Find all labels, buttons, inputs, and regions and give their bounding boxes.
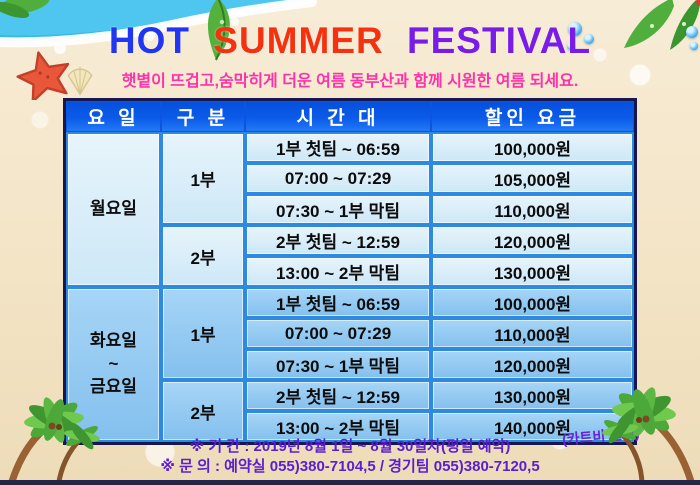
part-cell: 2부 xyxy=(161,380,245,442)
table-row: 2부 2부 첫팀 ~ 12:59 130,000원 xyxy=(66,380,634,442)
part-cell: 1부 xyxy=(161,287,245,380)
price-cell: 100,000원 xyxy=(431,287,634,318)
day-cell-tue-fri: 화요일 ~ 금요일 xyxy=(66,287,161,442)
time-cell: 1부 첫팀 ~ 06:59 xyxy=(245,132,431,163)
time-cell: 1부 첫팀 ~ 06:59 xyxy=(245,287,431,318)
footer-period-line: ※ 기 간 : 2019년 8월 1일 ~ 8월 30일자(평일 예약) xyxy=(189,438,511,455)
time-cell: 07:30 ~ 1부 막팀 xyxy=(245,194,431,225)
price-cell: 110,000원 xyxy=(431,194,634,225)
part-cell: 1부 xyxy=(161,132,245,225)
header-price: 할인 요금 xyxy=(431,101,634,132)
price-cell: 120,000원 xyxy=(431,349,634,380)
table-row: 월요일 1부 1부 첫팀 ~ 06:59 100,000원 xyxy=(66,132,634,287)
table-header-row: 요 일 구 분 시 간 대 할인 요금 xyxy=(66,101,634,132)
table-row: 화요일 ~ 금요일 1부 1부 첫팀 ~ 06:59 100,000원 xyxy=(66,287,634,442)
table-row: 07:00 ~ 07:29 105,000원 xyxy=(66,163,634,194)
header-day: 요 일 xyxy=(66,101,161,132)
price-cell: 110,000원 xyxy=(431,318,634,349)
price-cell: 130,000원 xyxy=(431,256,634,287)
header-part: 구 분 xyxy=(161,101,245,132)
table-row: 07:00 ~ 07:29 110,000원 xyxy=(66,318,634,349)
table-row: 07:30 ~ 1부 막팀 110,000원 xyxy=(66,194,634,225)
table-row: 07:30 ~ 1부 막팀 120,000원 xyxy=(66,349,634,380)
title-word-hot: HOT xyxy=(108,20,190,61)
table-row: 2부 2부 첫팀 ~ 12:59 120,000원 xyxy=(66,225,634,287)
table-row: 13:00 ~ 2부 막팀 130,000원 xyxy=(66,256,634,287)
time-cell: 13:00 ~ 2부 막팀 xyxy=(245,411,431,442)
subtitle: 햇볕이 뜨겁고,숨막히게 더운 여름 동부산과 함께 시원한 여름 되세요. xyxy=(121,73,579,90)
price-cell: 100,000원 xyxy=(431,132,634,163)
title-word-festival: FESTIVAL xyxy=(407,20,592,61)
price-cell: 105,000원 xyxy=(431,163,634,194)
day-cell-monday: 월요일 xyxy=(66,132,161,287)
table-row: 13:00 ~ 2부 막팀 140,000원 xyxy=(66,411,634,442)
footer-contact-line: ※ 문 의 : 예약실 055)380-7104,5 / 경기팀 055)380… xyxy=(160,458,540,475)
price-cell: 130,000원 xyxy=(431,380,634,411)
price-table: 요 일 구 분 시 간 대 할인 요금 월요일 1부 1부 첫팀 ~ 06:59… xyxy=(63,98,637,445)
header-time: 시 간 대 xyxy=(245,101,431,132)
title-word-summer: SUMMER xyxy=(213,20,384,61)
page-title: HOT SUMMER FESTIVAL xyxy=(0,20,700,62)
day-line: 금요일 xyxy=(90,376,137,396)
time-cell: 2부 첫팀 ~ 12:59 xyxy=(245,380,431,411)
time-cell: 07:00 ~ 07:29 xyxy=(245,163,431,194)
price-cell: 120,000원 xyxy=(431,225,634,256)
part-cell: 2부 xyxy=(161,225,245,287)
bottom-border-bar xyxy=(0,480,700,485)
day-line: 화요일 xyxy=(90,331,137,351)
time-cell: 13:00 ~ 2부 막팀 xyxy=(245,256,431,287)
day-line: ~ xyxy=(108,354,119,374)
time-cell: 2부 첫팀 ~ 12:59 xyxy=(245,225,431,256)
price-cell: 140,000원 xyxy=(431,411,634,442)
time-cell: 07:00 ~ 07:29 xyxy=(245,318,431,349)
time-cell: 07:30 ~ 1부 막팀 xyxy=(245,349,431,380)
